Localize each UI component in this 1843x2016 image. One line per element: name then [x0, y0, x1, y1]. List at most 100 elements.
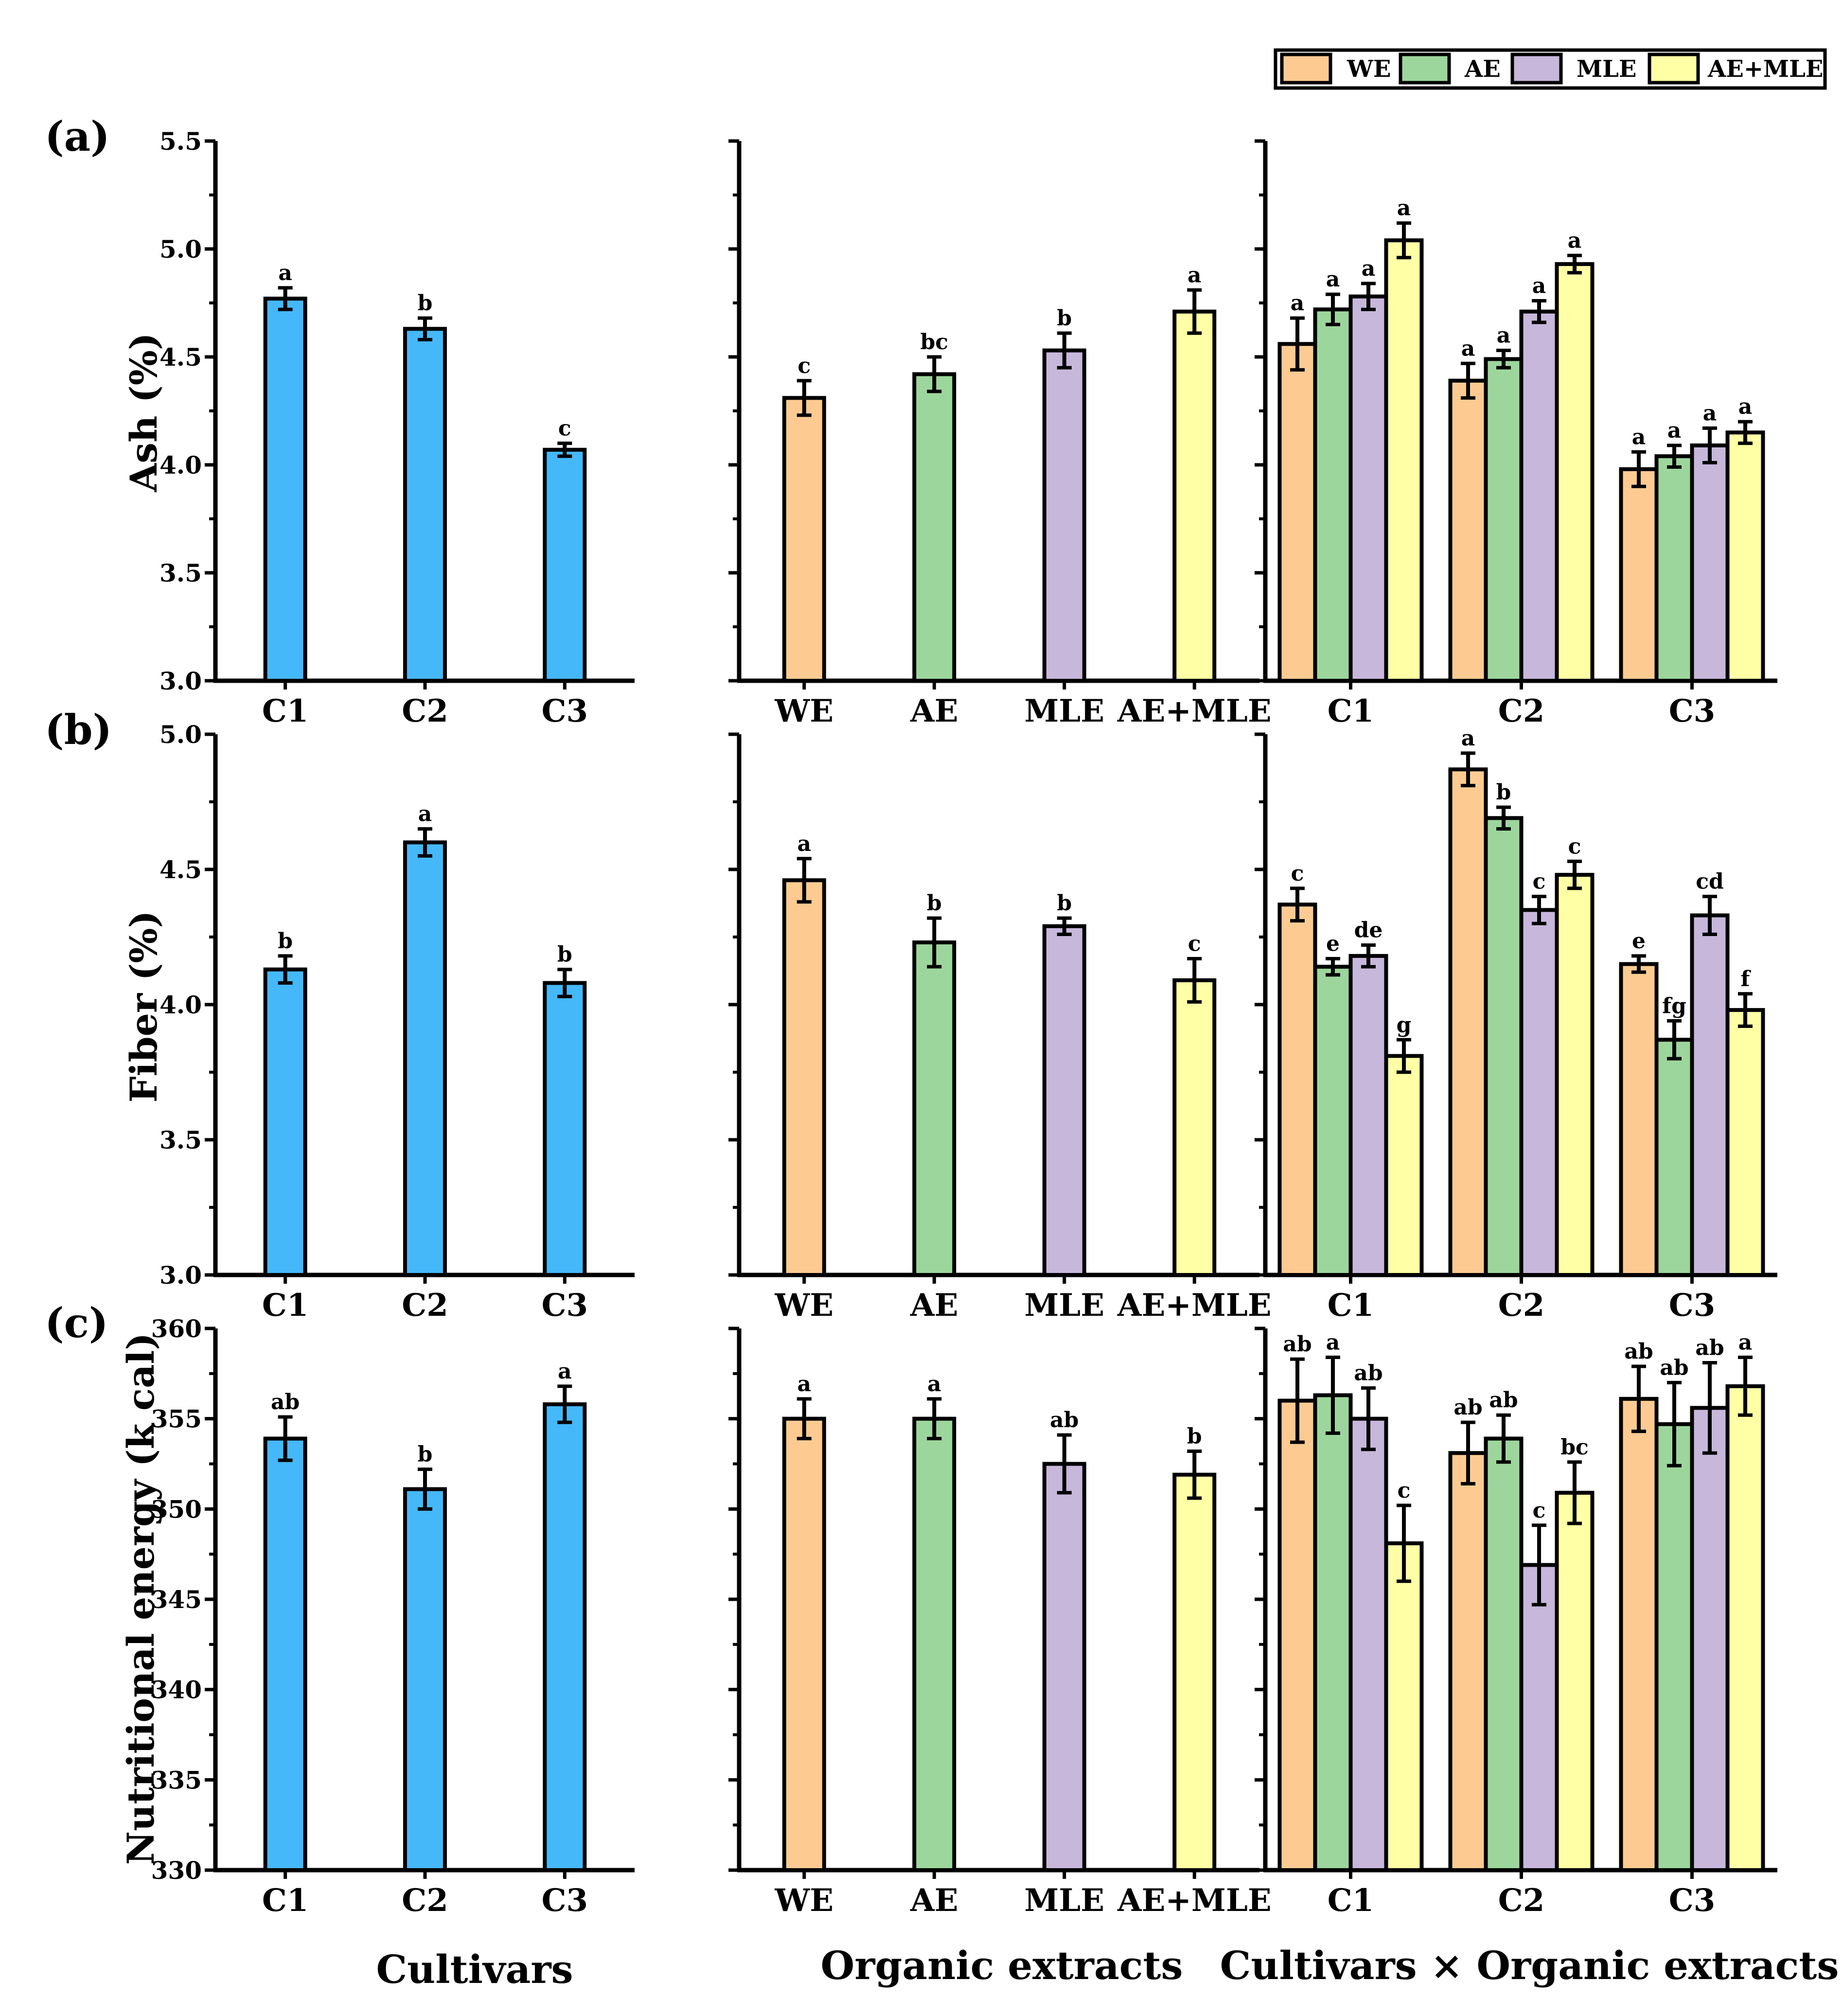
bar-combined-c1-ae — [1313, 965, 1353, 1277]
bar-combined-c1-ae-mle — [1384, 1054, 1424, 1277]
x-tick-label-mle: MLE — [1024, 693, 1104, 729]
significance-letter: fg — [1662, 993, 1686, 1018]
significance-letter: a — [1703, 401, 1717, 426]
x-tick-label-mle: MLE — [1024, 1287, 1104, 1324]
legend: WE AE MLE AE+MLE — [1274, 48, 1827, 90]
y-tick-label: 3.5 — [159, 1126, 202, 1154]
y-tick-label: 4.5 — [159, 343, 202, 371]
x-tick-label-c3: C3 — [542, 693, 588, 729]
x-tick-label-combined-c1: C1 — [1328, 693, 1374, 729]
significance-letter: a — [1461, 726, 1475, 751]
bar-combined-c3-ae-mle — [1725, 1384, 1765, 1872]
bar-combined-c3-ae — [1654, 454, 1694, 683]
significance-letter: b — [1496, 780, 1511, 805]
significance-letter: a — [1461, 336, 1475, 361]
legend-swatch-we — [1280, 53, 1332, 85]
legend-swatch-ae — [1399, 53, 1451, 85]
bar-extracts-mle — [1042, 348, 1086, 683]
significance-letter: a — [1632, 424, 1646, 449]
significance-letter: ab — [1489, 1388, 1518, 1413]
significance-letter: e — [1632, 929, 1646, 954]
significance-letter: bc — [920, 330, 948, 354]
bar-combined-c1-mle — [1348, 294, 1388, 683]
panel-1-cultivars: 3.0 3.5 4.0 4.5 5.0 5.5 C1 C2 C3 a b c — [159, 127, 635, 729]
bar-cultivars-c3 — [543, 1402, 587, 1872]
x-axis-title-cultivars: Cultivars — [376, 1946, 573, 1992]
x-tick-label-c2: C2 — [402, 693, 448, 729]
bar-combined-c3-mle — [1690, 913, 1730, 1277]
x-tick-label-ae: AE — [910, 1287, 958, 1324]
significance-letter: a — [1397, 196, 1411, 221]
x-tick-label-combined-c2: C2 — [1498, 693, 1544, 729]
bar-cultivars-c3 — [543, 447, 587, 683]
y-tick-label: 5.0 — [159, 720, 202, 749]
significance-letter: a — [1187, 263, 1202, 287]
panel-2-extracts: WE AE MLE AE+MLE a b b c — [728, 732, 1272, 1324]
bar-extracts-we — [782, 396, 826, 683]
bar-combined-c3-mle — [1690, 1406, 1730, 1873]
bar-combined-c3-ae-mle — [1725, 430, 1765, 683]
significance-letter: b — [418, 291, 433, 316]
significance-letter: a — [1738, 1330, 1753, 1355]
significance-letter: b — [557, 942, 572, 967]
significance-letter: a — [418, 802, 432, 827]
bar-combined-c2-ae-mle — [1555, 1490, 1595, 1872]
x-tick-label-combined-c1: C1 — [1328, 1287, 1374, 1324]
panel-label-c: (c) — [45, 1299, 108, 1347]
bar-extracts-ae-mle — [1172, 309, 1217, 683]
x-tick-label-combined-c2: C2 — [1498, 1882, 1544, 1919]
x-tick-label-mle: MLE — [1024, 1882, 1104, 1919]
x-tick-label-combined-c3: C3 — [1669, 693, 1715, 729]
significance-letter: b — [1187, 1424, 1202, 1449]
significance-letter: c — [558, 416, 571, 441]
bar-combined-c2-we — [1448, 767, 1488, 1277]
y-tick-label: 355 — [151, 1405, 202, 1433]
bar-cultivars-c1 — [263, 967, 307, 1277]
significance-letter: ab — [1695, 1336, 1724, 1361]
significance-letter: ab — [1283, 1332, 1311, 1357]
x-tick-label-c2: C2 — [402, 1287, 448, 1324]
bar-combined-c1-ae-mle — [1384, 238, 1424, 683]
legend-label-we: WE — [1347, 55, 1391, 83]
significance-letter: a — [1497, 323, 1511, 348]
significance-letter: a — [927, 1372, 941, 1397]
bar-cultivars-c2 — [403, 1487, 447, 1872]
y-tick-label: 5.0 — [159, 235, 202, 264]
bar-combined-c2-mle — [1519, 908, 1559, 1277]
y-tick-label: 3.0 — [159, 1261, 202, 1290]
x-axis-title-combined: Cultivars × Organic extracts — [1220, 1943, 1839, 1988]
y-tick-label: 350 — [151, 1495, 202, 1523]
significance-letter: f — [1741, 967, 1752, 991]
y-tick-label: 330 — [151, 1856, 202, 1885]
bar-combined-c1-mle — [1348, 954, 1388, 1277]
significance-letter: ab — [1660, 1355, 1688, 1380]
significance-letter: c — [1533, 869, 1546, 894]
y-tick-label: 345 — [151, 1585, 202, 1614]
bar-combined-c2-we — [1448, 378, 1488, 683]
panel-3-extracts: WE AE MLE AE+MLE a a ab b — [728, 1326, 1272, 1919]
panel-3-cultivars: 330 335 340 345 350 355 360 C1 C2 C3 ab b a — [151, 1314, 635, 1919]
bar-combined-c2-mle — [1519, 1563, 1559, 1873]
bar-combined-c2-ae — [1484, 1436, 1524, 1873]
y-axis-title-ash: Ash (%) — [122, 333, 165, 493]
x-tick-label-c3: C3 — [542, 1287, 588, 1324]
y-tick-label: 4.0 — [159, 990, 202, 1019]
bar-combined-c1-ae-mle — [1384, 1541, 1424, 1873]
significance-letter: ab — [271, 1390, 300, 1415]
legend-label-mle: MLE — [1577, 55, 1636, 83]
legend-label-ae: AE — [1464, 55, 1501, 83]
y-tick-label: 3.5 — [159, 559, 202, 587]
x-tick-label-ae: AE — [910, 1882, 958, 1919]
x-tick-label-c2: C2 — [402, 1882, 448, 1919]
x-tick-label-we: WE — [774, 1287, 833, 1324]
bar-combined-c2-mle — [1519, 309, 1559, 683]
y-tick-label: 340 — [151, 1676, 202, 1704]
significance-letter: c — [1291, 861, 1304, 886]
significance-letter: c — [797, 354, 811, 378]
bar-combined-c1-we — [1277, 342, 1317, 683]
significance-letter: a — [1326, 1330, 1340, 1355]
x-tick-label-combined-c2: C2 — [1498, 1287, 1544, 1324]
